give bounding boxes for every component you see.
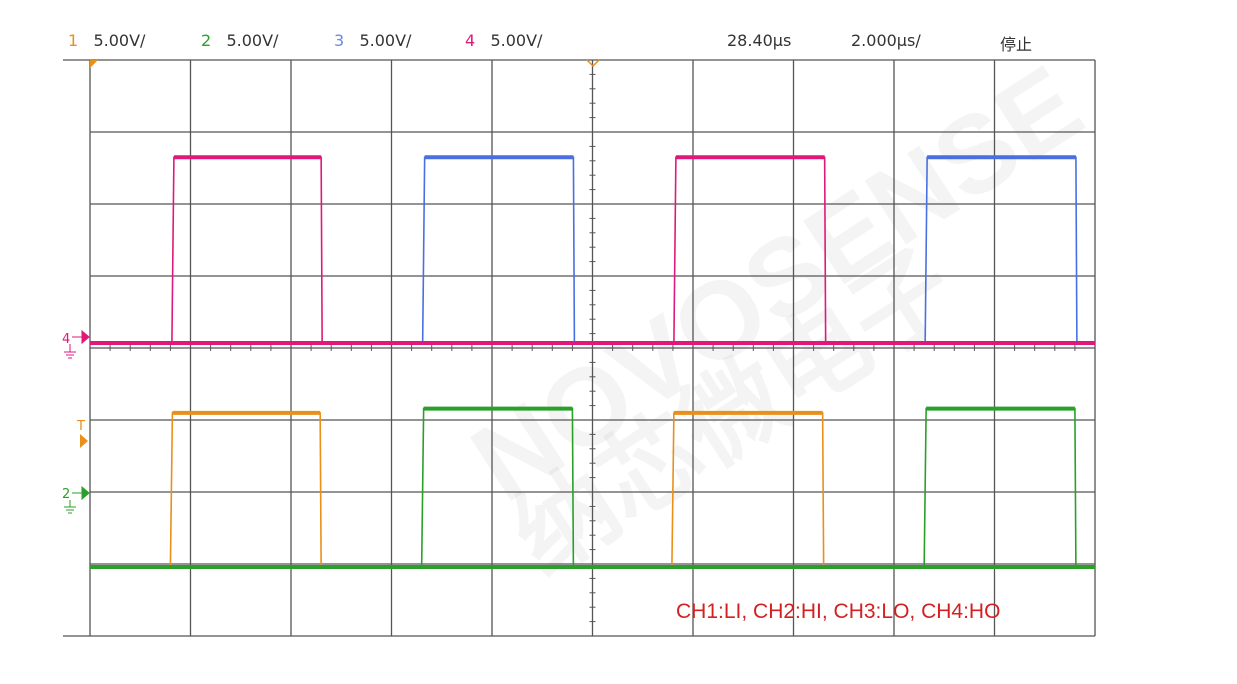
channel-3-number: 3 xyxy=(334,31,345,50)
channel-legend: CH1:LI, CH2:HI, CH3:LO, CH4:HO xyxy=(676,600,1001,623)
ch2-ground-arrow-icon xyxy=(72,485,90,501)
ch1-position-marker-icon xyxy=(90,60,98,68)
run-status: 停止 xyxy=(1000,35,1033,54)
trigger-marker-label: T xyxy=(76,419,85,434)
ch4-ground-marker-label: 4 xyxy=(62,332,70,347)
channel-1-readout: 1 5.00V/ xyxy=(68,31,145,50)
trigger-arrow-icon xyxy=(80,434,88,448)
trigger-time-marker-icon xyxy=(586,59,600,68)
ch2-ground-marker-label: 2 xyxy=(62,487,70,502)
channel-4-scale: 5.00V/ xyxy=(490,31,543,50)
channel-2-readout: 2 5.00V/ xyxy=(201,31,278,50)
trigger-position: 28.40µs xyxy=(727,31,792,50)
ch4-ground-arrow-icon xyxy=(72,329,90,345)
channel-3-scale: 5.00V/ xyxy=(359,31,412,50)
ground-icon xyxy=(64,344,76,359)
channel-1-scale: 5.00V/ xyxy=(93,31,146,50)
channel-2-number: 2 xyxy=(201,31,212,50)
ground-icon xyxy=(64,500,76,514)
timebase: 2.000µs/ xyxy=(851,31,921,50)
channel-4-readout: 4 5.00V/ xyxy=(465,31,542,50)
channel-1-number: 1 xyxy=(68,31,79,50)
channel-4-number: 4 xyxy=(465,31,476,50)
channel-3-readout: 3 5.00V/ xyxy=(334,31,411,50)
channel-2-scale: 5.00V/ xyxy=(226,31,279,50)
